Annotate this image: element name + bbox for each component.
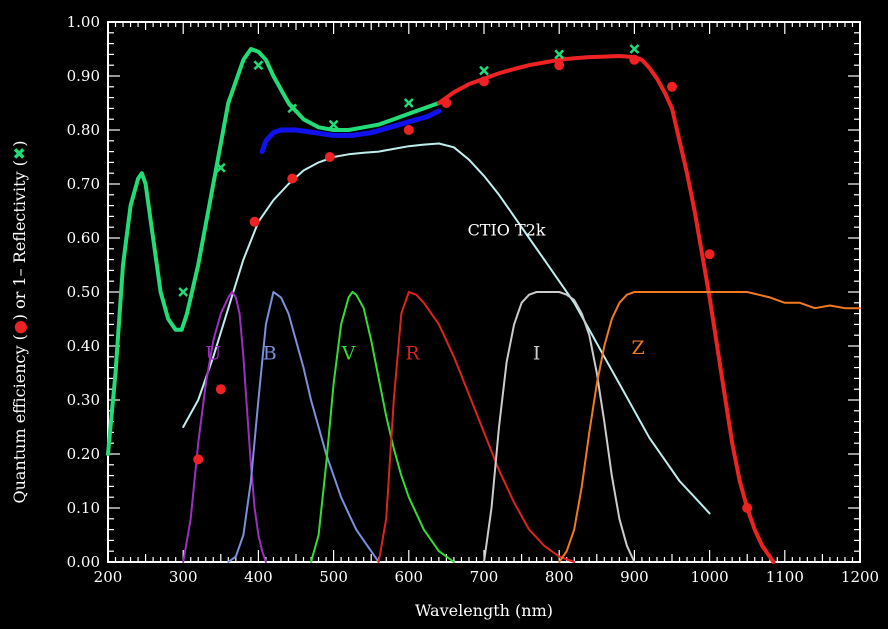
qe-point [215,384,226,395]
reflectivity-x-marker [215,162,226,173]
series-b [227,291,380,563]
series-z [558,291,861,563]
series-u [182,291,267,563]
x-tick-label: 1200 [841,568,879,586]
ctio-t2k-label: CTIO T2k [468,220,546,239]
reflectivity-x-marker [629,44,640,54]
qe-point [742,503,753,513]
reflectivity-x-marker [287,103,298,114]
qe-point [193,454,204,465]
reflectivity-x-marker [328,119,339,130]
reflectivity-x-marker [403,98,414,108]
x-tick-label: 800 [545,568,574,586]
x-tick-label: 900 [620,568,649,586]
x-tick-label: 1100 [766,568,804,586]
filter-label-u: U [205,343,221,365]
y-tick-label: 0.00 [67,553,100,571]
x-tick-label: 200 [94,568,123,586]
filter-label-i: I [533,343,541,365]
qe-point [403,125,414,135]
y-tick-label: 0.40 [67,337,100,355]
y-tick-label: 0.50 [67,283,100,301]
filter-label-r: R [405,343,420,365]
qe-point [554,60,565,71]
reflectivity-x-marker [178,287,189,297]
y-tick-label: 0.70 [67,175,100,193]
qe-marker-icon: ● [10,320,29,334]
y-tick-label: 0.90 [67,67,100,85]
reflectivity-x-marker [253,60,264,71]
qe-point [704,249,715,260]
filter-label-b: B [263,343,277,365]
qe-point [249,216,260,227]
qe-point [287,173,298,184]
y-tick-label: 0.10 [67,499,100,517]
series-blue-curve [259,108,442,155]
x-tick-label: 500 [319,568,348,586]
series-r [377,291,576,563]
y-axis-title-part-2: ) or 1– Reflectivity ( [10,160,29,320]
reflectivity-marker-icon: ✖ [10,147,29,160]
qe-point [441,98,452,108]
y-tick-label: 0.30 [67,391,100,409]
x-tick-label: 300 [169,568,198,586]
series-reflectivity-curve [106,47,449,456]
qe-point [629,54,640,65]
y-axis-title-part-1: Quantum efficiency ( [10,334,29,503]
y-tick-label: 0.80 [67,121,100,139]
qe-point [324,152,335,162]
points-group [178,44,753,513]
reflectivity-x-marker [479,65,489,76]
series-i [483,291,636,563]
y-tick-label: 0.20 [67,445,100,463]
y-axis-title-part-3: ) [10,140,29,146]
x-axis-title: Wavelength (nm) [415,601,553,620]
series-group [106,47,861,564]
x-tick-label: 600 [394,568,423,586]
x-tick-label: 700 [470,568,499,586]
x-tick-label: 400 [244,568,273,586]
y-tick-label: 1.00 [67,13,100,31]
series-ctio-t2k [182,142,711,515]
filter-label-v: V [341,343,356,365]
filter-label-z: Z [632,337,645,359]
y-tick-label: 0.60 [67,229,100,247]
y-axis-title: Quantum efficiency (●) or 1– Reflectivit… [10,140,29,503]
series-v [310,291,455,563]
x-tick-label: 1000 [691,568,729,586]
qe-point [479,76,489,87]
qe-point [667,81,677,92]
labels-group: Wavelength (nm) CTIO T2k Quantum efficie… [10,140,645,620]
series-red-qe-curve [436,54,776,564]
reflectivity-x-marker [554,49,565,60]
